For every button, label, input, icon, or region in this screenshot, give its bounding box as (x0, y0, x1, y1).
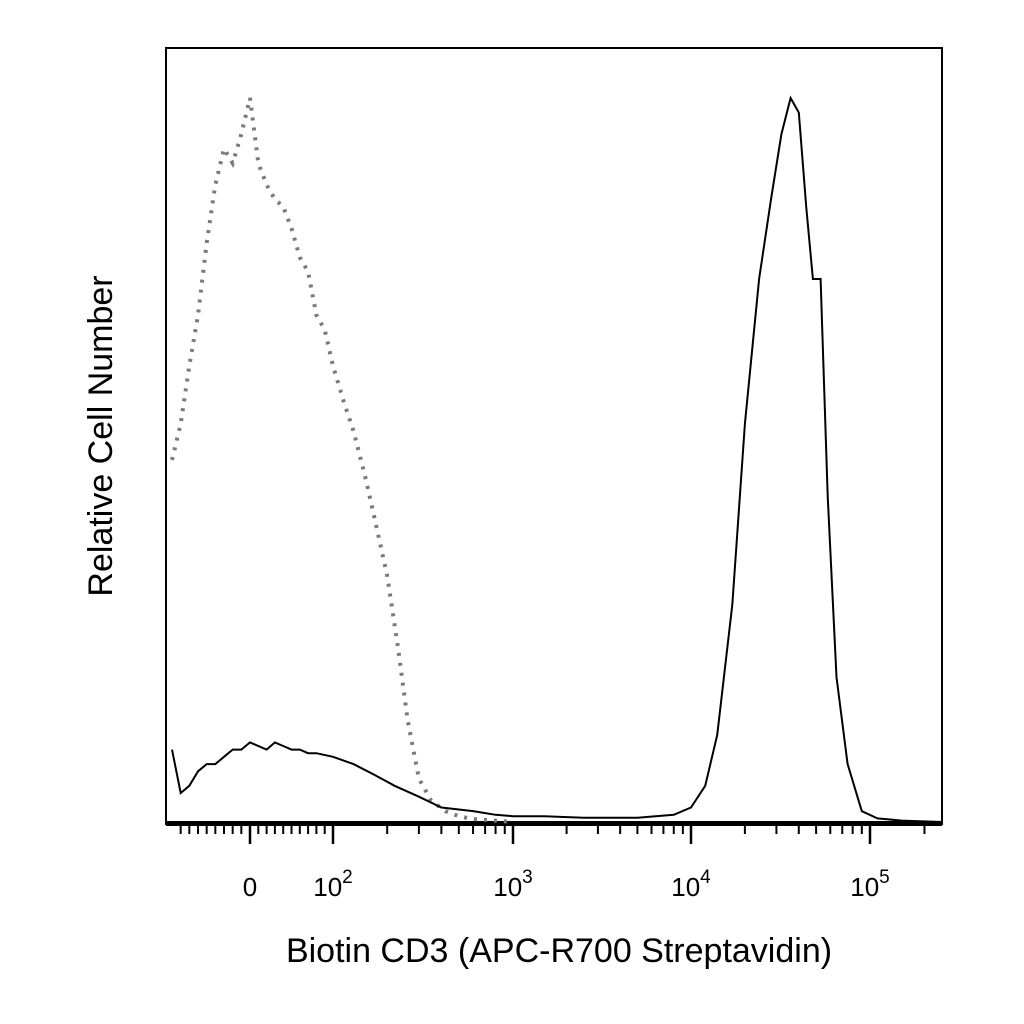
x-axis-label: Biotin CD3 (APC-R700 Streptavidin) (286, 932, 832, 970)
x-axis-baseline (166, 821, 942, 826)
x-tick-label: 102 (313, 867, 353, 902)
histogram-curves (170, 95, 943, 824)
x-tick-label: 104 (671, 867, 711, 902)
x-tick-label: 103 (493, 867, 533, 902)
x-axis-ticks: 0 102 103 104 105 (179, 826, 926, 902)
isotype-control-curve (170, 97, 514, 824)
y-axis-label: Relative Cell Number (82, 275, 120, 596)
x-tick-label: 105 (850, 867, 890, 902)
stained-sample-curve (171, 95, 943, 823)
x-tick-label: 0 (243, 872, 257, 902)
